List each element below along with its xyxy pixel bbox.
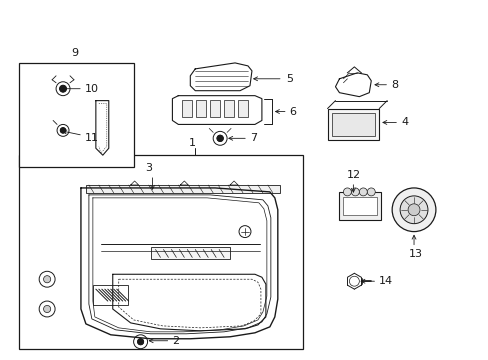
Text: 6: 6 (289, 107, 296, 117)
Circle shape (349, 276, 359, 286)
Text: 2: 2 (172, 336, 179, 346)
Circle shape (359, 188, 366, 196)
Text: 3: 3 (145, 163, 152, 173)
Circle shape (391, 188, 435, 231)
Circle shape (217, 135, 223, 141)
Text: 11: 11 (85, 133, 99, 143)
Text: 1: 1 (188, 138, 195, 148)
Bar (210, 100, 220, 117)
Circle shape (351, 188, 359, 196)
Bar (331, 113, 374, 136)
Bar (343, 197, 376, 215)
Circle shape (240, 227, 249, 237)
Circle shape (137, 339, 143, 345)
Bar (182, 100, 192, 117)
Circle shape (407, 204, 419, 216)
Bar (238, 100, 247, 117)
Bar (150, 247, 230, 260)
Circle shape (39, 301, 55, 317)
Bar (19, 63, 133, 167)
Bar (19, 155, 302, 349)
Circle shape (242, 229, 247, 234)
Text: 13: 13 (408, 249, 422, 260)
Bar (196, 100, 206, 117)
Circle shape (43, 276, 51, 283)
Circle shape (57, 125, 69, 136)
Bar (86, 185, 279, 193)
Circle shape (60, 85, 66, 92)
Circle shape (239, 226, 250, 238)
Circle shape (133, 335, 147, 349)
Circle shape (60, 127, 66, 133)
Text: 5: 5 (285, 74, 292, 84)
Bar (93, 285, 127, 305)
Bar (224, 100, 234, 117)
Circle shape (60, 128, 65, 133)
Circle shape (366, 188, 374, 196)
Circle shape (399, 196, 427, 224)
Text: 12: 12 (346, 170, 360, 180)
Circle shape (217, 135, 223, 141)
Circle shape (43, 305, 51, 312)
Text: 8: 8 (390, 80, 397, 90)
Circle shape (56, 82, 70, 96)
Text: 14: 14 (379, 276, 392, 286)
Text: 7: 7 (249, 133, 257, 143)
Text: 10: 10 (85, 84, 99, 94)
Circle shape (137, 339, 143, 345)
Bar (339, 192, 381, 220)
Text: 9: 9 (71, 48, 78, 58)
Circle shape (343, 188, 351, 196)
Circle shape (213, 131, 226, 145)
Circle shape (60, 86, 66, 92)
Circle shape (39, 271, 55, 287)
Text: 4: 4 (400, 117, 407, 127)
Bar (327, 109, 379, 140)
